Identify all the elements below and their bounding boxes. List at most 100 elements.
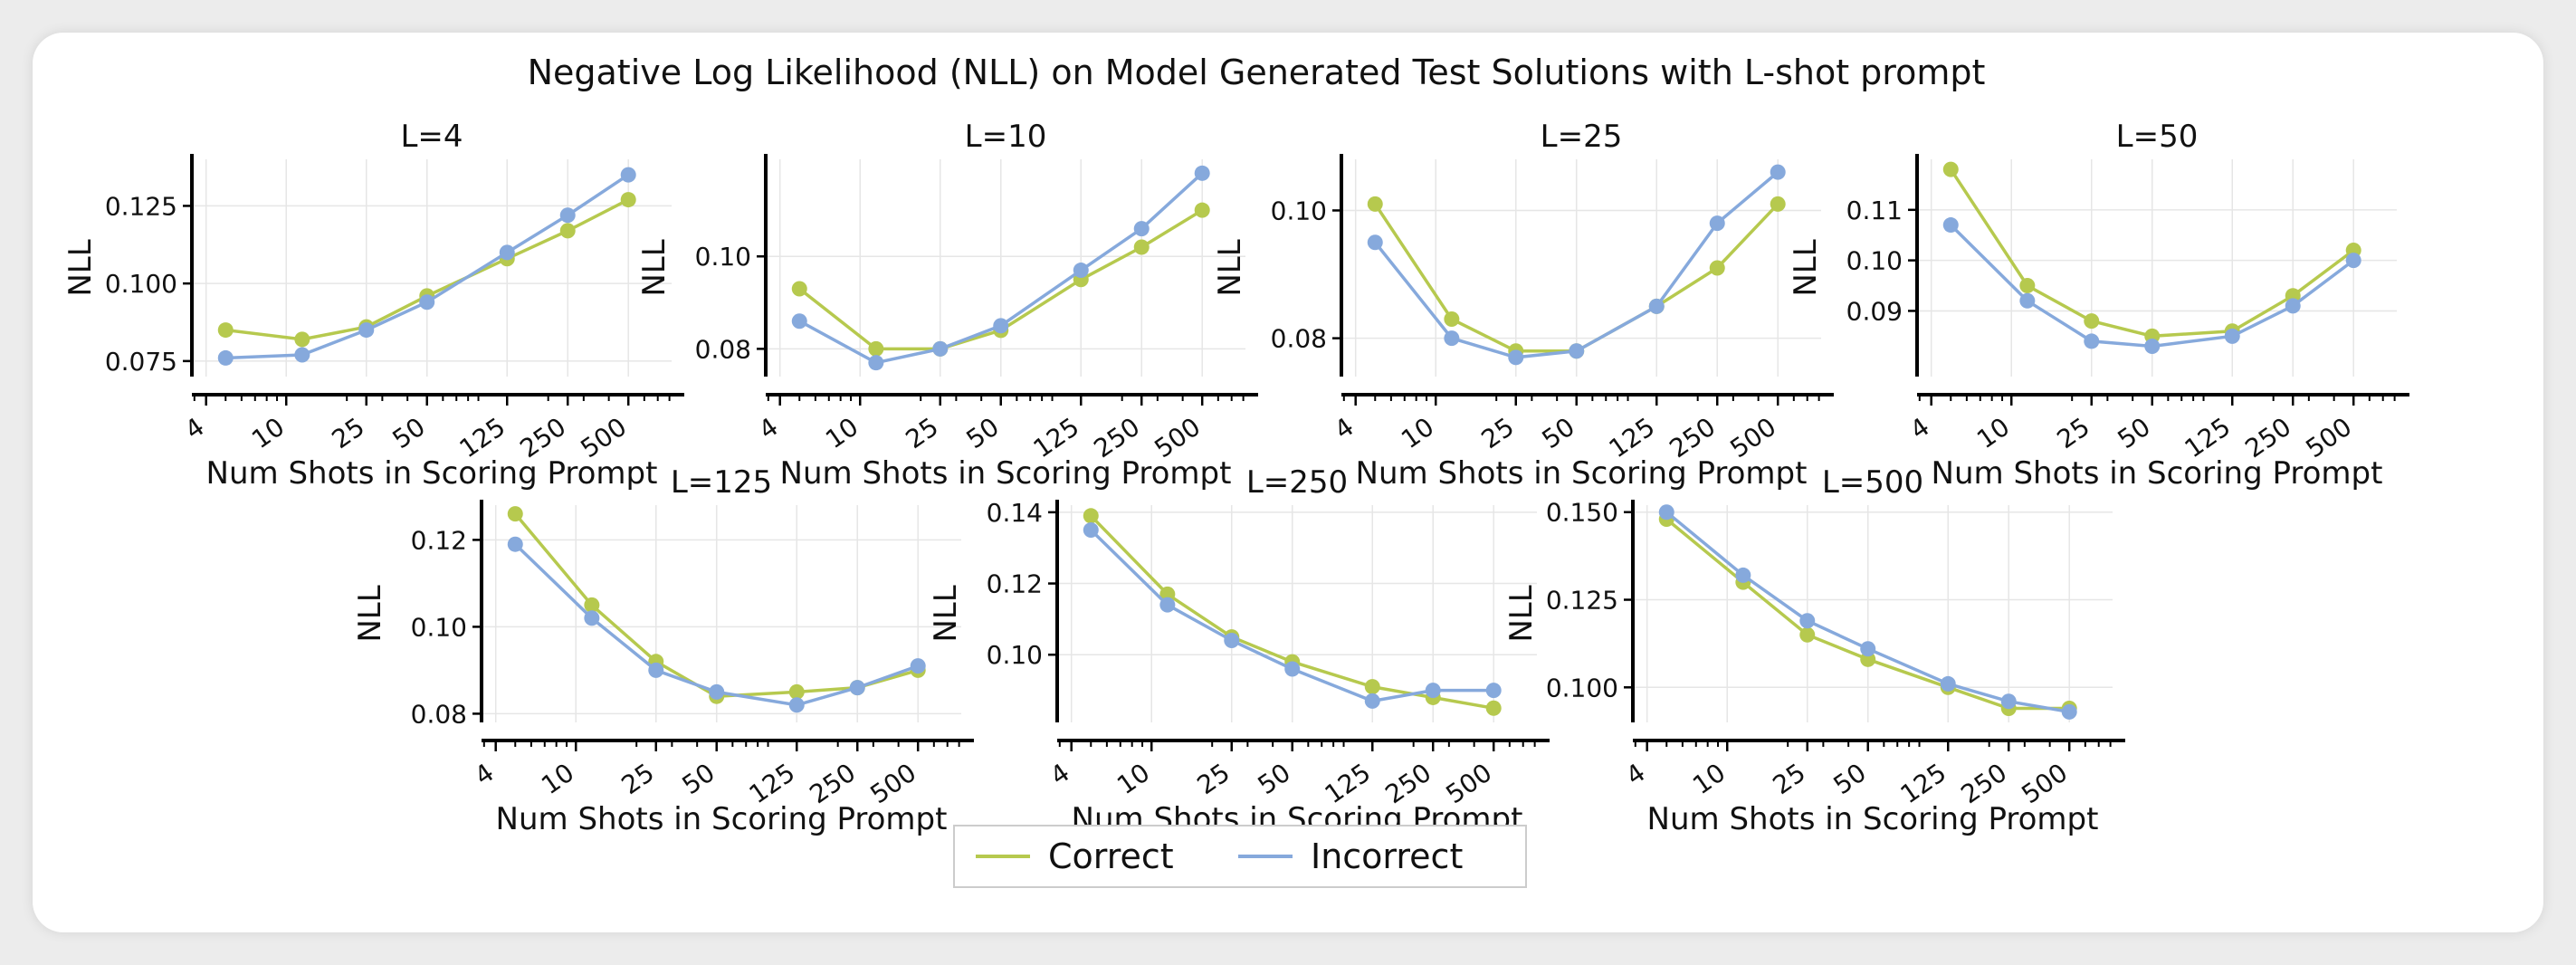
x-axis-label: Num Shots in Scoring Prompt — [780, 455, 1232, 492]
data-point-correct — [868, 340, 884, 357]
data-point-correct — [791, 281, 807, 297]
x-tick-label: 50 — [387, 412, 431, 454]
y-axis-label: NLL — [1503, 585, 1540, 642]
y-tick-label: 0.09 — [1846, 296, 1903, 326]
x-tick-label: 10 — [1971, 412, 2015, 454]
data-point-correct — [2084, 313, 2100, 330]
x-tick-label: 25 — [1192, 758, 1236, 800]
x-tick-label: 50 — [1537, 412, 1580, 454]
data-point-correct — [1444, 311, 1460, 327]
data-point-incorrect — [932, 340, 949, 357]
data-point-correct — [559, 223, 576, 239]
data-point-incorrect — [2019, 292, 2036, 309]
data-point-incorrect — [1159, 597, 1176, 613]
x-tick-label: 4 — [753, 412, 784, 445]
y-axis-label: NLL — [352, 585, 388, 642]
x-tick-label: 4 — [1904, 412, 1935, 445]
y-tick-label: 0.150 — [1546, 498, 1618, 528]
data-point-correct — [1133, 239, 1150, 255]
y-tick-label: 0.100 — [1546, 673, 1618, 702]
data-point-incorrect — [648, 662, 664, 678]
data-point-incorrect — [791, 313, 807, 330]
x-axis-label: Num Shots in Scoring Prompt — [206, 455, 658, 492]
data-point-correct — [1770, 196, 1786, 212]
figure-card: Negative Log Likelihood (NLL) on Model G… — [33, 33, 2543, 932]
x-tick-label: 50 — [961, 412, 1005, 454]
data-point-incorrect — [1133, 221, 1150, 237]
x-tick-label: 10 — [536, 758, 579, 800]
data-point-correct — [1709, 260, 1725, 276]
data-point-incorrect — [1799, 613, 1816, 629]
x-tick-label: 25 — [327, 412, 370, 454]
data-point-correct — [2019, 278, 2036, 294]
data-point-incorrect — [709, 683, 725, 700]
data-point-incorrect — [419, 294, 435, 311]
data-point-correct — [1159, 586, 1176, 602]
subplot-title: L=4 — [400, 119, 463, 155]
data-point-incorrect — [2084, 333, 2100, 349]
x-tick-label: 25 — [2052, 412, 2095, 454]
data-point-correct — [788, 683, 805, 700]
legend-label-correct: Correct — [1048, 836, 1174, 876]
data-point-incorrect — [1508, 349, 1524, 366]
data-point-incorrect — [788, 697, 805, 713]
x-axis-label: Num Shots in Scoring Prompt — [1356, 455, 1808, 492]
data-point-incorrect — [1367, 234, 1383, 251]
data-point-correct — [1799, 626, 1816, 643]
x-tick-label: 4 — [179, 412, 210, 445]
figure-canvas: Negative Log Likelihood (NLL) on Model G… — [62, 53, 2409, 888]
y-tick-label: 0.075 — [105, 347, 177, 377]
data-point-incorrect — [358, 322, 375, 339]
y-axis-label: NLL — [636, 239, 673, 296]
data-point-incorrect — [2345, 253, 2361, 269]
y-axis-label: NLL — [1788, 239, 1824, 296]
data-point-incorrect — [1444, 330, 1460, 347]
subplot-title: L=250 — [1246, 464, 1348, 501]
data-point-incorrect — [559, 207, 576, 224]
data-point-incorrect — [2144, 339, 2161, 355]
data-point-incorrect — [993, 318, 1009, 334]
x-axis-label: Num Shots in Scoring Prompt — [1932, 455, 2383, 492]
x-tick-label: 50 — [2113, 412, 2156, 454]
data-point-correct — [620, 192, 636, 208]
subplot-6: 4 10 25 50 125 250 5000.1000.1250.150L=500Num … — [1503, 464, 2125, 837]
data-point-incorrect — [1860, 641, 1876, 657]
data-point-incorrect — [868, 355, 884, 371]
y-tick-label: 0.12 — [411, 525, 467, 555]
data-point-incorrect — [2224, 328, 2240, 344]
subplot-title: L=500 — [1822, 464, 1923, 501]
data-point-correct — [1860, 651, 1876, 667]
data-point-incorrect — [1658, 504, 1674, 521]
data-point-correct — [294, 331, 310, 348]
subplot-title: L=125 — [671, 464, 772, 501]
data-point-correct — [1485, 700, 1502, 716]
x-axis-label: Num Shots in Scoring Prompt — [1647, 801, 2099, 837]
y-axis-label: NLL — [928, 585, 964, 642]
data-point-correct — [1194, 202, 1210, 218]
data-point-correct — [1942, 161, 1959, 177]
data-point-incorrect — [2061, 703, 2077, 720]
y-tick-label: 0.08 — [695, 334, 751, 364]
data-point-incorrect — [1648, 298, 1665, 314]
x-tick-label: 10 — [820, 412, 863, 454]
data-point-incorrect — [2000, 693, 2017, 710]
x-tick-label: 25 — [1768, 758, 1811, 800]
y-tick-label: 0.08 — [411, 699, 467, 729]
legend-label-incorrect: Incorrect — [1311, 836, 1463, 876]
y-tick-label: 0.10 — [695, 242, 751, 272]
y-tick-label: 0.08 — [1271, 324, 1327, 354]
data-point-correct — [1367, 196, 1383, 212]
subplot-title: L=50 — [2116, 119, 2199, 155]
subplot-title: L=25 — [1541, 119, 1623, 155]
data-point-incorrect — [1709, 215, 1725, 232]
data-point-incorrect — [217, 349, 234, 366]
y-tick-label: 0.100 — [105, 269, 177, 299]
data-point-incorrect — [1284, 661, 1301, 677]
data-point-incorrect — [1083, 522, 1099, 539]
x-tick-label: 50 — [1828, 758, 1872, 800]
x-tick-label: 25 — [901, 412, 944, 454]
data-point-incorrect — [1770, 164, 1786, 180]
data-point-incorrect — [1194, 165, 1210, 181]
